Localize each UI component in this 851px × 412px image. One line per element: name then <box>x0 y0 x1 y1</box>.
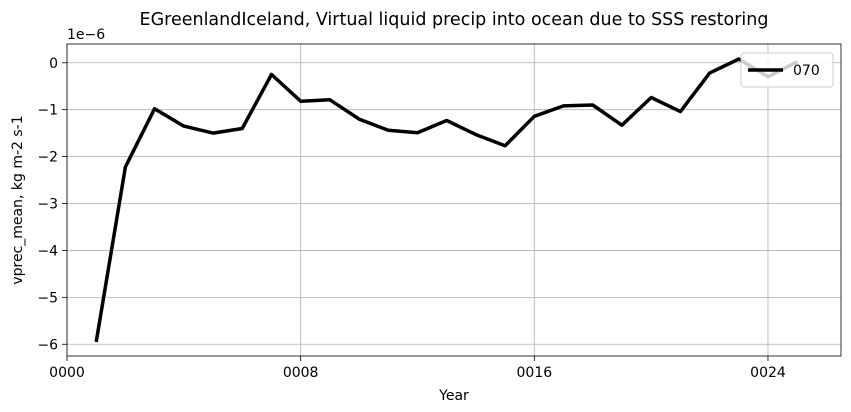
axes: 0000 0008 0016 0024 0 −1 −2 −3 −4 −5 −6 <box>37 43 842 381</box>
y-axis-label: vprec_mean, kg m-2 s-1 <box>10 115 26 284</box>
y-offset-label: 1e−6 <box>67 27 105 43</box>
x-tick-label: 0000 <box>49 365 85 381</box>
x-tick-label: 0016 <box>517 365 553 381</box>
y-tick-label: −1 <box>37 103 58 119</box>
y-tick-label: −5 <box>37 290 58 306</box>
grid-lines <box>66 44 841 356</box>
y-tick-label: −3 <box>37 197 58 213</box>
x-axis-label: Year <box>438 388 469 404</box>
series-line-070 <box>94 57 798 343</box>
x-tick-label: 0008 <box>283 365 319 381</box>
y-tick-label: −4 <box>37 243 58 259</box>
legend-label: 070 <box>793 63 820 79</box>
axes-frame <box>66 43 842 357</box>
x-tick-label: 0024 <box>750 365 786 381</box>
legend: 070 <box>740 52 834 88</box>
plot-area <box>94 57 798 343</box>
legend-box <box>740 52 834 88</box>
y-tick-label: −2 <box>37 150 58 166</box>
chart-title: EGreenlandIceland, Virtual liquid precip… <box>140 10 769 30</box>
y-tick-label: 0 <box>49 56 58 72</box>
y-tick-label: −6 <box>37 337 58 353</box>
